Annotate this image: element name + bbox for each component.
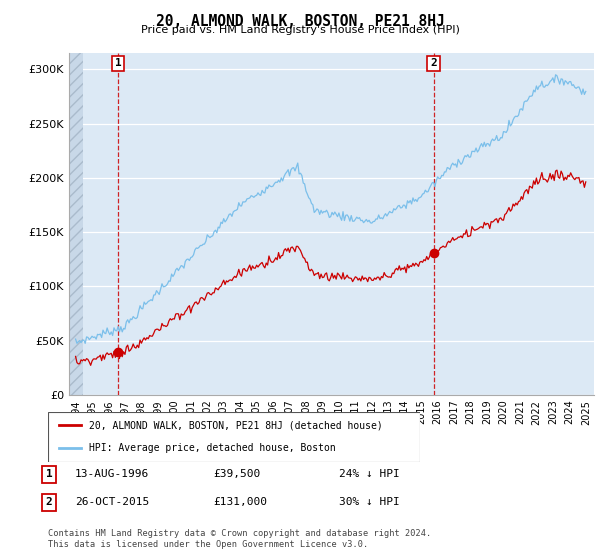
Text: 1: 1 — [115, 58, 121, 68]
Bar — [69, 53, 83, 395]
Text: £131,000: £131,000 — [213, 497, 267, 507]
Text: £39,500: £39,500 — [213, 469, 260, 479]
Text: 2: 2 — [46, 497, 53, 507]
Text: 2: 2 — [430, 58, 437, 68]
Text: 20, ALMOND WALK, BOSTON, PE21 8HJ (detached house): 20, ALMOND WALK, BOSTON, PE21 8HJ (detac… — [89, 420, 383, 430]
Text: 26-OCT-2015: 26-OCT-2015 — [75, 497, 149, 507]
Text: 13-AUG-1996: 13-AUG-1996 — [75, 469, 149, 479]
Text: 30% ↓ HPI: 30% ↓ HPI — [339, 497, 400, 507]
Text: HPI: Average price, detached house, Boston: HPI: Average price, detached house, Bost… — [89, 444, 335, 454]
Text: 20, ALMOND WALK, BOSTON, PE21 8HJ: 20, ALMOND WALK, BOSTON, PE21 8HJ — [155, 14, 445, 29]
Text: 24% ↓ HPI: 24% ↓ HPI — [339, 469, 400, 479]
Text: 1: 1 — [46, 469, 53, 479]
Text: Price paid vs. HM Land Registry's House Price Index (HPI): Price paid vs. HM Land Registry's House … — [140, 25, 460, 35]
FancyBboxPatch shape — [48, 412, 420, 462]
Text: Contains HM Land Registry data © Crown copyright and database right 2024.
This d: Contains HM Land Registry data © Crown c… — [48, 529, 431, 549]
